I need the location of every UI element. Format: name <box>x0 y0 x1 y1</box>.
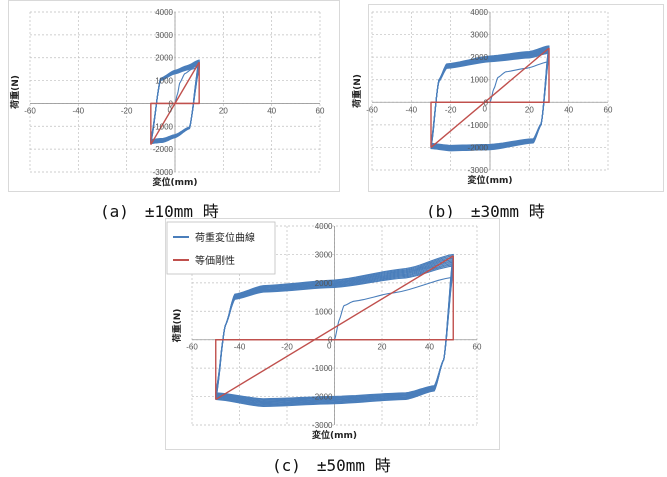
legend-label-hysteresis: 荷重変位曲線 <box>195 231 255 244</box>
chart-c-ytick-label: 3000 <box>315 250 333 259</box>
chart-c-equivalent-box-left <box>215 339 454 400</box>
chart-c-initial-curve <box>333 276 454 340</box>
chart-a-xtick-label: 0 <box>168 105 173 114</box>
chart-b-ylabel: 荷重(N) <box>351 74 363 109</box>
chart-a-ytick-label: 0 <box>169 99 174 108</box>
chart-c-series-equivalent <box>215 255 454 401</box>
chart-c-ytick-label: 2000 <box>315 279 333 288</box>
chart-b-ytick-label: -1000 <box>468 121 489 130</box>
chart-c-xtick-label: 60 <box>473 343 482 352</box>
caption-c: (c) ±50mm 時 <box>272 456 391 475</box>
chart-b-xtick-label: 60 <box>604 105 613 114</box>
chart-panel-c: -3000 -2000 -1000 0 1000 2000 3000 4000 -60 -40 -2… <box>165 218 500 450</box>
chart-a-ylabel: 荷重(N) <box>9 75 21 110</box>
chart-c-ytick-label: 1000 <box>315 307 333 316</box>
chart-b-xtick-label: 0 <box>483 104 488 113</box>
chart-c-xtick-label: -20 <box>281 343 293 352</box>
caption-a: (a) ±10mm 時 <box>100 202 219 221</box>
chart-a-xtick-label: -60 <box>24 106 36 115</box>
chart-c-xtick-label: -60 <box>186 343 198 352</box>
chart-c-ytick-label: -2000 <box>312 393 333 402</box>
chart-b-frame <box>368 4 664 192</box>
chart-a-ytick-label: -2000 <box>153 145 174 154</box>
chart-a-ytick-label: 3000 <box>155 31 173 40</box>
chart-c-ytick-label: 4000 <box>315 222 333 231</box>
chart-a-xtick-label: -40 <box>73 106 85 115</box>
chart-a-xtick-label: 60 <box>316 106 325 115</box>
chart-a-series-equivalent <box>150 61 200 145</box>
chart-a-xtick-label: 40 <box>267 106 276 115</box>
chart-c-xlabel: 変位(mm) <box>312 429 357 441</box>
chart-a-ytick-label: -1000 <box>153 122 174 131</box>
chart-c-svg: -3000 -2000 -1000 0 1000 2000 3000 4000 -60 -40 -2… <box>165 218 500 450</box>
chart-a-xlabel: 変位(mm) <box>153 176 198 188</box>
chart-b-svg: -3000 -2000 -1000 0 1000 2000 3000 4000 -60 -40 -2… <box>351 4 664 192</box>
chart-b-xtick-label: -60 <box>366 105 378 114</box>
chart-b-xtick-label: -40 <box>406 105 418 114</box>
chart-a-xtick-label: 20 <box>219 106 228 115</box>
chart-b-ytick-label: -3000 <box>468 166 489 175</box>
chart-b-ytick-label: 1000 <box>470 76 488 85</box>
chart-c-ytick-label: -1000 <box>312 364 333 373</box>
chart-b-xlabel: 変位(mm) <box>468 174 513 186</box>
legend-box <box>166 221 276 275</box>
chart-c-xtick-label: 40 <box>425 343 434 352</box>
chart-a-frame <box>8 0 340 192</box>
chart-a-ytick-label: 4000 <box>155 8 173 17</box>
chart-a-ytick-label: 1000 <box>155 77 173 86</box>
caption-b: (b) ±30mm 時 <box>426 202 545 221</box>
chart-c-ytick-label: -3000 <box>312 421 333 430</box>
chart-b-ytick-label: 0 <box>484 98 489 107</box>
chart-a-xtick-label: -20 <box>121 106 133 115</box>
chart-b-xtick-label: -20 <box>445 105 457 114</box>
chart-a-equivalent-box-left <box>150 102 200 145</box>
chart-c-ylabel: 荷重(N) <box>171 309 183 344</box>
chart-panel-b: -3000 -2000 -1000 0 1000 2000 3000 4000 -60 -40 -2… <box>351 0 667 195</box>
chart-b-xtick-label: 40 <box>564 105 573 114</box>
chart-b-ytick-label: -2000 <box>468 143 489 152</box>
chart-b-ytick-label: 4000 <box>470 8 488 17</box>
chart-b-ytick-label: 2000 <box>470 53 488 62</box>
chart-a-initial-curve <box>174 66 200 104</box>
chart-b-initial-curve <box>489 61 550 103</box>
chart-c-xtick-label: 20 <box>378 343 387 352</box>
chart-b-series-equivalent <box>430 47 550 148</box>
chart-c-equivalent-line <box>215 255 454 401</box>
chart-panel-a: -3000 -2000 -1000 0 1000 2000 3000 4000 -60 -40 -2… <box>0 0 340 195</box>
chart-a-svg: -3000 -2000 -1000 0 1000 2000 3000 4000 -60 -40 -2… <box>8 0 340 192</box>
chart-b-equivalent-box-left <box>430 101 549 148</box>
chart-c-xtick-label: -40 <box>234 343 246 352</box>
chart-b-xtick-label: 20 <box>525 105 534 114</box>
chart-b-ytick-label: 3000 <box>470 31 488 40</box>
legend-label-equivalent: 等価剛性 <box>195 254 235 267</box>
chart-c-ytick-label: 0 <box>328 336 333 345</box>
chart-b-equivalent-line <box>430 47 550 148</box>
chart-c-xtick-label: 0 <box>327 342 332 351</box>
chart-c-hysteresis-loop <box>215 253 454 408</box>
chart-a-ytick-label: -3000 <box>153 168 174 177</box>
chart-a-ytick-label: 2000 <box>155 54 173 63</box>
